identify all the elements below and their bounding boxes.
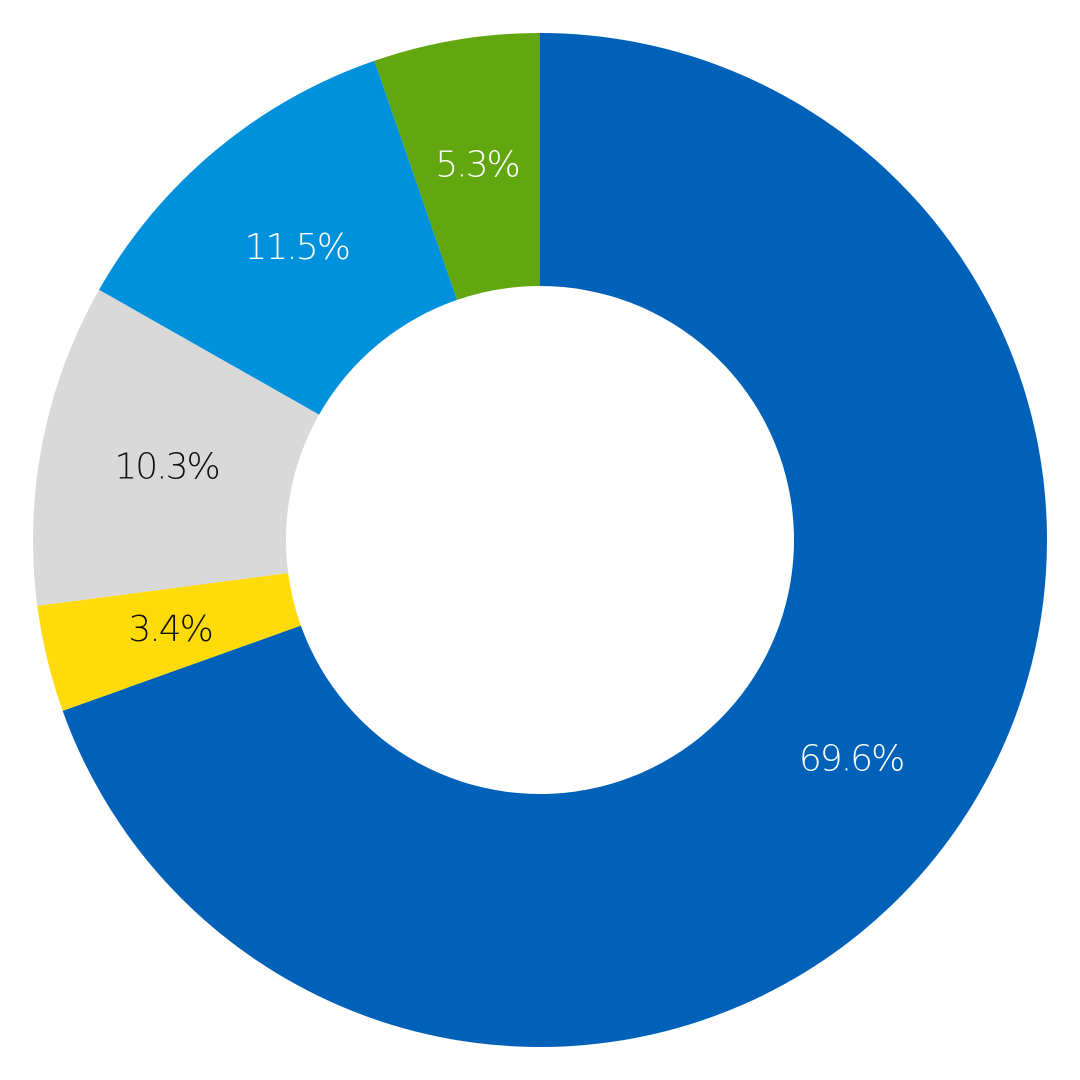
donut-slice-3 — [99, 60, 458, 415]
slice-label-3: 11.5% — [245, 227, 349, 268]
slices-group — [32, 33, 1047, 1047]
donut-slice-4 — [374, 33, 540, 300]
slice-label-0: 69.6% — [799, 739, 903, 780]
slice-label-2: 10.3% — [114, 447, 218, 488]
slice-label-4: 5.3% — [435, 144, 518, 185]
donut-slice-2 — [32, 289, 320, 606]
donut-slice-0 — [62, 33, 1047, 1047]
slice-label-1: 3.4% — [128, 609, 211, 650]
donut-slice-1 — [37, 572, 301, 711]
labels-group: 69.6% 3.4% 10.3% 11.5% 5.3% — [114, 144, 905, 780]
